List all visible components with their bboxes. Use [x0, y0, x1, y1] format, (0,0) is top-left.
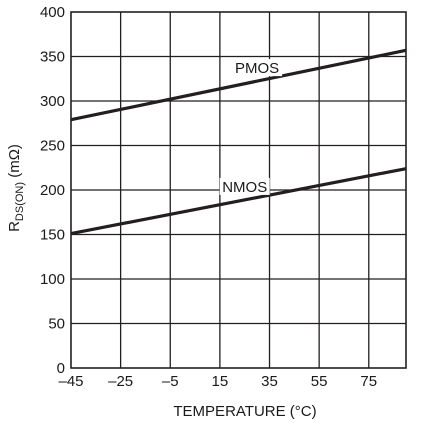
plot-area-frame — [70, 11, 407, 369]
x-tick-label: –5 — [162, 373, 179, 390]
y-axis-label-unit: (mΩ) — [6, 144, 23, 182]
series-label-background — [219, 177, 270, 195]
x-tick-label: 75 — [360, 373, 377, 390]
y-tick-label: 400 — [40, 4, 65, 21]
series-lines — [70, 48, 407, 236]
y-axis-label-base: R — [6, 221, 23, 232]
y-tick-label: 50 — [48, 316, 65, 333]
series-labels: PMOS NMOS — [219, 59, 283, 196]
x-tick-label: –25 — [108, 373, 133, 390]
x-tick-label: –45 — [58, 373, 83, 390]
y-tick-label: 350 — [40, 49, 65, 66]
series-line-nmos — [70, 167, 407, 236]
series-label-pmos: PMOS — [235, 60, 279, 77]
x-tick-label: 15 — [212, 373, 229, 390]
x-tick-label: 35 — [261, 373, 278, 390]
y-axis-label-subscript: DS(ON) — [14, 182, 26, 221]
y-tick-label: 250 — [40, 138, 65, 155]
series-line-pmos — [70, 48, 407, 122]
y-tick-label: 100 — [40, 271, 65, 288]
y-axis-label: RDS(ON) (mΩ) — [6, 144, 26, 232]
y-tick-label: 0 — [57, 360, 65, 377]
y-tick-label: 150 — [40, 227, 65, 244]
series-label-nmos: NMOS — [222, 179, 267, 196]
x-tick-labels: –45 –25 –5 15 35 55 75 — [58, 373, 377, 390]
y-tick-label: 200 — [40, 182, 65, 199]
x-axis-label: TEMPERATURE (°C) — [173, 403, 316, 420]
y-tick-label: 300 — [40, 93, 65, 110]
series-label-background — [232, 59, 283, 77]
y-tick-labels: 0 50 100 150 200 250 300 350 400 — [40, 4, 65, 377]
x-tick-label: 55 — [311, 373, 328, 390]
